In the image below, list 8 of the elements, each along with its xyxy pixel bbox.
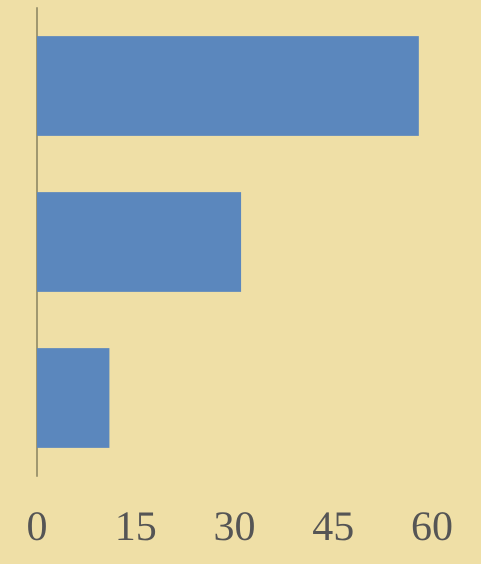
bar	[37, 192, 242, 292]
x-tick-label: 45	[312, 504, 354, 550]
x-tick-label: 60	[411, 504, 453, 550]
x-tick-label: 15	[114, 504, 157, 550]
bar	[37, 36, 419, 136]
x-tick-label: 30	[214, 504, 256, 550]
x-tick-label: 0	[26, 504, 48, 550]
bar	[37, 348, 110, 448]
